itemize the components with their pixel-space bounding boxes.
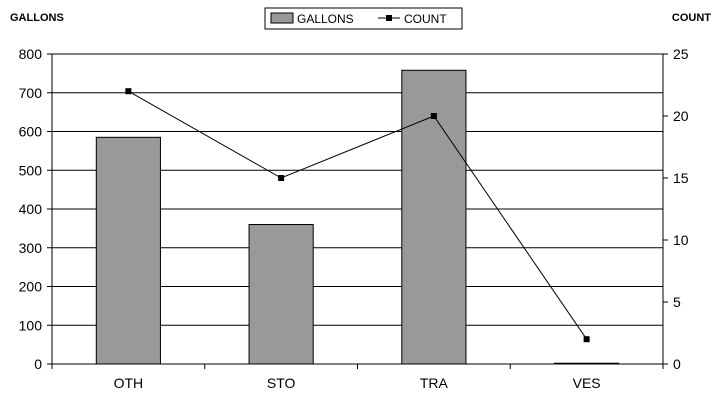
legend-box — [264, 7, 463, 30]
count-marker-tra — [430, 113, 437, 119]
legend-gallons-label: GALLONS — [297, 12, 354, 26]
category-label-tra: TRA — [420, 375, 449, 391]
left-tick-label: 700 — [19, 85, 43, 101]
left-tick-label: 300 — [19, 240, 43, 256]
legend: GALLONS COUNT — [264, 7, 463, 30]
category-label-ves: VES — [573, 375, 601, 391]
left-tick-label: 500 — [19, 162, 43, 178]
left-axis-title: GALLONS — [10, 12, 64, 24]
right-tick-label: 25 — [673, 46, 689, 62]
left-tick-label: 800 — [19, 46, 43, 62]
left-tick-label: 400 — [19, 201, 43, 217]
legend-gallons-swatch — [270, 12, 294, 24]
right-tick-label: 0 — [673, 356, 681, 372]
right-tick-label: 5 — [673, 294, 681, 310]
bar-oth — [95, 136, 161, 365]
category-label-oth: OTH — [114, 375, 144, 391]
left-tick-label: 100 — [19, 317, 43, 333]
right-tick-label: 15 — [673, 170, 689, 186]
right-axis-title: COUNT — [672, 12, 711, 24]
count-marker-oth — [125, 88, 132, 95]
count-marker-ves — [583, 336, 590, 343]
bars — [95, 69, 620, 365]
legend-count-label: COUNT — [404, 12, 447, 26]
legend-count-marker — [386, 15, 392, 21]
left-tick-label: 600 — [19, 124, 43, 140]
left-tick-label: 200 — [19, 279, 43, 295]
count-marker-sto — [278, 175, 285, 181]
axes: 0 100 200 300 400 500 600 700 800 0 5 10 15 20 25 OTH ST… — [19, 46, 689, 391]
right-tick-label: 20 — [673, 108, 689, 124]
count-polyline — [128, 90, 588, 340]
right-tick-label: 10 — [673, 232, 689, 248]
bar-tra — [401, 69, 467, 365]
bar-sto — [248, 224, 314, 365]
left-tick-label: 0 — [34, 356, 42, 372]
category-label-sto: STO — [267, 375, 296, 391]
count-line — [125, 88, 590, 343]
